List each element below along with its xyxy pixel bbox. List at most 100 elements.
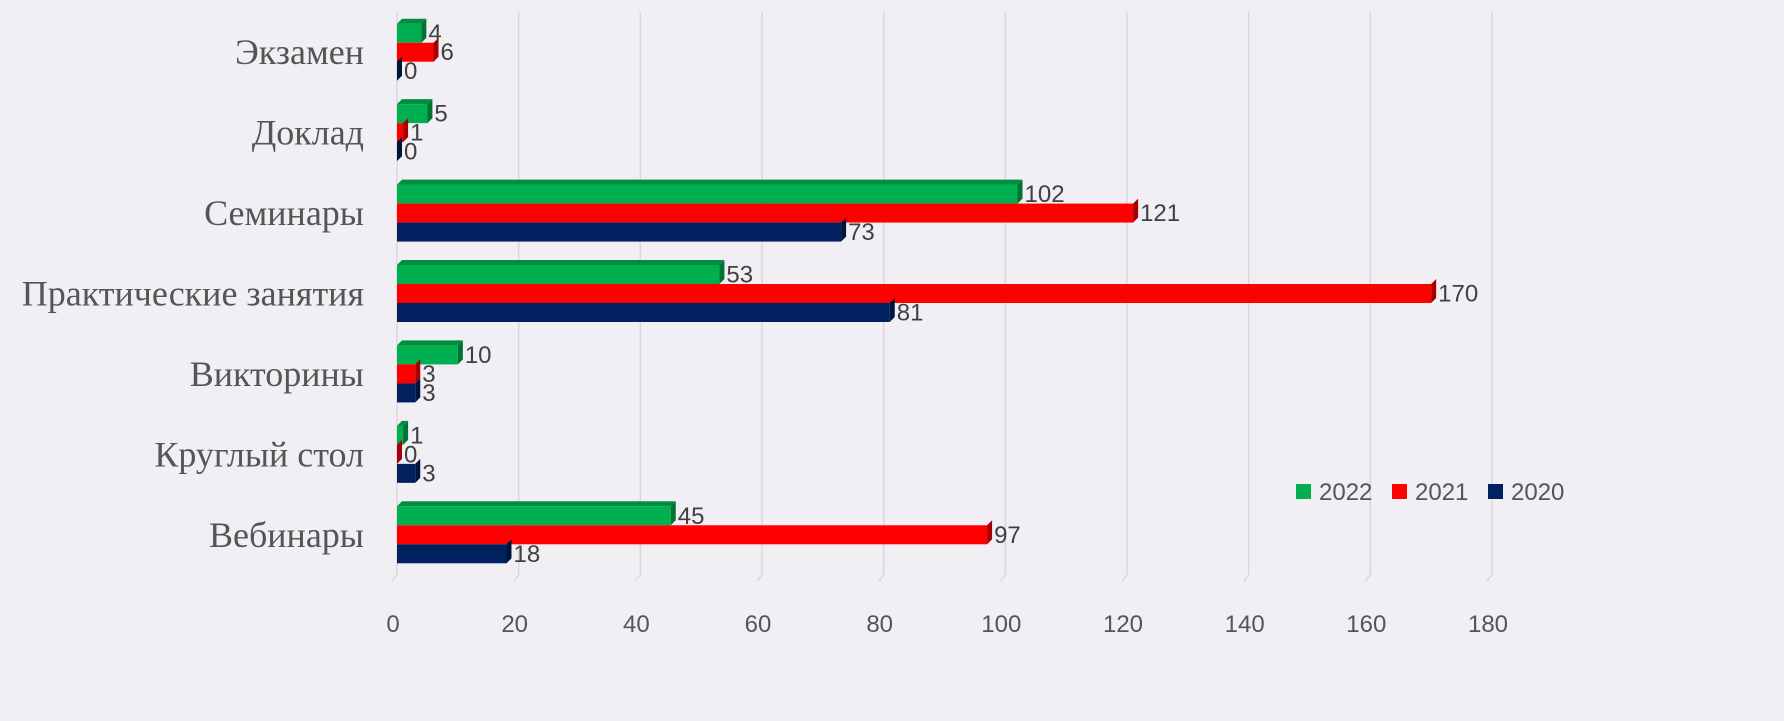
legend: 2022 2021 2020 [1296, 479, 1564, 506]
data-label-2021-1: 1 [410, 120, 423, 147]
bar-2022-0-side [421, 18, 427, 43]
data-label-2020-4: 3 [422, 380, 435, 407]
bar-2021-1 [397, 123, 404, 143]
gridline-foot-60 [756, 574, 763, 582]
bar-2022-1-top [397, 99, 433, 105]
x-tick-label-100: 100 [981, 611, 1021, 638]
bar-2020-3 [397, 303, 890, 322]
bar-2022-5-top [397, 420, 409, 426]
bar-2022-3 [397, 265, 720, 284]
bar-2020-6 [397, 544, 507, 564]
bar-2020-4 [397, 383, 416, 403]
bar-2022-4-side [457, 340, 463, 365]
gridline-foot-180 [1486, 574, 1493, 582]
bar-2020-2 [397, 222, 842, 242]
bar-2022-6-top [397, 501, 676, 507]
data-label-2020-2: 73 [848, 219, 875, 246]
bar-2021-2 [397, 203, 1134, 223]
x-tick-label-0: 0 [386, 611, 399, 638]
data-label-2022-2: 102 [1025, 181, 1065, 208]
bar-2021-2-side [1133, 198, 1139, 223]
data-label-2022-6: 45 [678, 503, 705, 530]
data-label-2021-0: 6 [441, 39, 454, 66]
bar-2020-2-side [841, 217, 847, 242]
data-label-2020-5: 3 [422, 460, 435, 487]
bar-2022-1-side [427, 99, 433, 124]
legend-swatch-2022 [1296, 484, 1311, 499]
bar-2022-2-side [1017, 179, 1023, 204]
data-label-2020-3: 81 [897, 300, 924, 327]
x-tick-label-180: 180 [1468, 611, 1508, 638]
bar-2022-0 [397, 23, 422, 43]
x-tick-label-140: 140 [1225, 611, 1265, 638]
data-label-2022-1: 5 [434, 101, 447, 128]
x-tick-label-80: 80 [866, 611, 893, 638]
bar-2021-3-side [1431, 279, 1437, 303]
bar-2022-0-top [397, 18, 427, 24]
bar-2022-6-side [670, 501, 676, 526]
bar-2022-1 [397, 104, 428, 124]
category-label-0: Экзамен [235, 32, 364, 72]
x-tick-label-160: 160 [1346, 611, 1386, 638]
category-labels: Экзамен Доклад Семинары Практические заняти… [22, 32, 364, 555]
category-label-2: Семинары [204, 193, 364, 233]
bar-2021-6-side [987, 520, 993, 545]
data-label-2021-4: 3 [422, 361, 435, 388]
gridline-foot-20 [513, 574, 520, 582]
bar-2022-2-top [397, 179, 1023, 185]
legend-swatch-2020 [1488, 484, 1503, 499]
data-label-2022-4: 10 [465, 342, 492, 369]
x-axis-ticks: 0 20 40 60 80 100 120 140 160 180 [386, 611, 1508, 638]
bar-2021-3 [397, 284, 1432, 303]
gridline-foot-140 [1243, 574, 1250, 582]
category-label-5: Круглый стол [154, 434, 364, 474]
bar-2021-0 [397, 42, 434, 62]
data-label-2022-3: 53 [726, 262, 753, 289]
legend-label-2022: 2022 [1319, 479, 1372, 506]
bar-2022-4 [397, 345, 458, 365]
bar-2021-1-side [403, 118, 409, 143]
gridline-foot-100 [999, 574, 1006, 582]
bar-2020-5-side [415, 458, 421, 483]
data-label-2020-6: 18 [514, 541, 541, 568]
legend-swatch-2021 [1392, 484, 1407, 499]
data-label-2020-1: 0 [404, 139, 417, 166]
data-label-2022-0: 4 [428, 20, 441, 47]
bar-2021-5-side [397, 439, 402, 464]
bar-2021-6 [397, 525, 988, 545]
category-label-3: Практические занятия [22, 274, 364, 314]
bar-2022-5-side [403, 420, 409, 445]
data-label-2021-2: 121 [1140, 200, 1180, 227]
bar-2021-4 [397, 364, 416, 384]
bar-2022-5 [397, 425, 404, 445]
bar-2021-0-side [433, 37, 439, 62]
x-tick-label-120: 120 [1103, 611, 1143, 638]
bar-2022-2 [397, 184, 1018, 204]
gridline-foot-0 [391, 574, 398, 582]
bar-2020-3-side [889, 298, 895, 322]
bar-2020-4-side [415, 378, 421, 403]
gridline-foot-160 [1364, 574, 1371, 582]
gridline-foot-40 [634, 574, 641, 582]
category-label-4: Викторины [190, 354, 364, 394]
x-tick-label-40: 40 [623, 611, 650, 638]
bar-2022-6 [397, 506, 671, 526]
bar-2022-4-top [397, 340, 463, 346]
data-label-2021-6: 97 [994, 522, 1021, 549]
bar-2020-6-side [506, 539, 512, 564]
bar-2022-3-side [719, 260, 725, 284]
bars [397, 18, 1437, 564]
category-label-1: Доклад [252, 113, 364, 153]
bar-2021-4-side [415, 359, 421, 384]
data-label-2022-5: 1 [410, 422, 423, 449]
x-tick-label-20: 20 [501, 611, 528, 638]
category-label-6: Вебинары [209, 515, 364, 555]
gridline-foot-120 [1121, 574, 1128, 582]
gridline-foot-80 [878, 574, 885, 582]
data-label-2021-5: 0 [404, 441, 417, 468]
data-label-2021-3: 170 [1438, 281, 1478, 308]
bar-2022-3-top [397, 260, 725, 265]
